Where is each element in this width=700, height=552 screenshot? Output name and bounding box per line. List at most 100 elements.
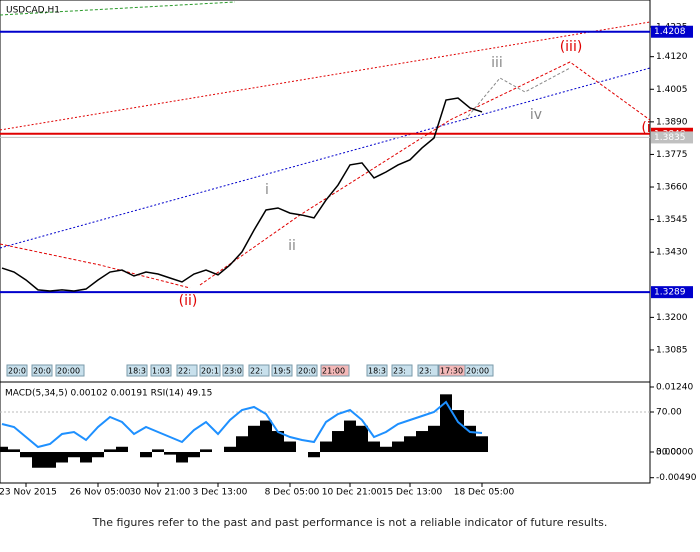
- trend-line: [0, 1, 236, 16]
- session-box: [126, 364, 148, 377]
- session-box: [248, 364, 270, 377]
- chart-title: USDCAD,H1: [6, 6, 60, 16]
- session-box: [320, 364, 350, 377]
- macd-bar: [188, 452, 200, 458]
- level-box: [651, 25, 693, 38]
- session-box: [366, 364, 388, 377]
- level-box: [651, 286, 693, 299]
- price-line: [1, 97, 483, 292]
- session-label: 1:03: [152, 367, 170, 376]
- session-box: [464, 364, 494, 377]
- macd-bar: [272, 431, 284, 453]
- y-tick-label: 1.3660: [656, 183, 688, 193]
- macd-bar: [476, 436, 488, 453]
- wave-line: [464, 67, 571, 121]
- session-box: [271, 364, 293, 377]
- session-box: [199, 364, 221, 377]
- session-label: 20:0: [8, 367, 26, 376]
- macd-bar: [92, 452, 104, 458]
- session-box: [222, 364, 244, 377]
- session-label: 17:30: [440, 367, 463, 376]
- disclaimer: The figures refer to the past and past p…: [92, 516, 608, 529]
- macd-bar: [224, 446, 236, 453]
- macd-bar: [116, 446, 128, 453]
- wave-label: iii: [491, 55, 503, 71]
- session-label: 21:00: [322, 367, 345, 376]
- indicator-title: MACD(5,34,5) 0.00102 0.00191 RSI(14) 49.…: [5, 389, 212, 399]
- session-box: [417, 364, 439, 377]
- macd-bar: [68, 452, 80, 458]
- macd-bar: [56, 452, 68, 463]
- macd-bar: [452, 410, 464, 453]
- session-label: 20:0: [298, 367, 316, 376]
- level-label: 1.3289: [654, 288, 686, 298]
- x-tick-label: 23 Nov 2015: [0, 488, 57, 498]
- macd-bar: [20, 452, 32, 458]
- macd-bar: [8, 449, 20, 453]
- wave-label: (ii): [179, 293, 198, 309]
- macd-bar: [380, 446, 392, 453]
- wave-label: (i: [641, 120, 650, 136]
- session-box: [55, 364, 85, 377]
- macd-bar: [44, 452, 56, 468]
- y2-tick-label: 70.00: [656, 408, 682, 418]
- macd-bar: [260, 420, 272, 453]
- session-label: 23:0: [224, 367, 242, 376]
- macd-bar: [32, 452, 44, 468]
- session-label: 20:1: [201, 367, 219, 376]
- macd-bar: [104, 449, 116, 453]
- macd-bar: [416, 431, 428, 453]
- session-label: 22:: [178, 367, 191, 376]
- session-label: 19:5: [273, 367, 291, 376]
- session-box: [391, 364, 413, 377]
- wave-label: i: [265, 182, 269, 198]
- y-tick-label: -0.00490: [656, 473, 697, 483]
- session-box: [31, 364, 53, 377]
- macd-bar: [344, 420, 356, 453]
- macd-bar: [368, 441, 380, 453]
- x-tick-label: 15 Dec 13:00: [382, 488, 443, 498]
- macd-bar: [200, 449, 212, 453]
- macd-bar: [284, 441, 296, 453]
- wave-line: [199, 61, 651, 286]
- macd-bar: [80, 452, 92, 463]
- rsi-line: [1, 400, 483, 449]
- x-tick-label: 10 Dec 21:00: [322, 488, 383, 498]
- macd-bar: [356, 425, 368, 453]
- y-tick-label: 1.4120: [656, 52, 688, 62]
- x-tick-label: 30 Nov 21:00: [130, 488, 191, 498]
- y-tick-label: 1.3430: [656, 248, 688, 258]
- y2-tick-label: 30.00: [656, 448, 682, 458]
- macd-bar: [308, 452, 320, 458]
- y-tick-label: 0.00000: [656, 448, 693, 458]
- level-label: 1.4208: [654, 27, 686, 37]
- x-tick-label: 3 Dec 13:00: [193, 488, 248, 498]
- wave-label: iv: [530, 107, 542, 123]
- macd-bar: [392, 441, 404, 453]
- macd-bar: [176, 452, 188, 463]
- level-box: [651, 131, 693, 144]
- session-label: 23:: [393, 367, 406, 376]
- y-tick-label: 1.3545: [656, 215, 688, 225]
- macd-bar: [152, 449, 164, 453]
- session-label: 23:: [419, 367, 432, 376]
- chart: USDCAD,H1 MACD(5,34,5) 0.00102 0.00191 R…: [0, 0, 697, 498]
- y-tick-label: 0.01240: [656, 382, 693, 392]
- macd-bar: [236, 436, 248, 453]
- wave-label: (iii): [560, 39, 583, 55]
- y-tick-label: 1.3890: [656, 117, 688, 127]
- session-label: 20:00: [57, 367, 80, 376]
- plot-frame: [0, 0, 651, 484]
- trend-line: [0, 67, 651, 249]
- session-label: 20:00: [466, 367, 489, 376]
- y-tick-label: 1.3775: [656, 150, 688, 160]
- session-box: [176, 364, 198, 377]
- macd-bar: [428, 425, 440, 453]
- trend-line: [0, 21, 651, 131]
- macd-bar: [140, 452, 152, 458]
- macd-bar: [0, 446, 8, 453]
- session-label: 22:: [250, 367, 263, 376]
- wave-label: ii: [288, 238, 296, 254]
- x-tick-label: 8 Dec 05:00: [265, 488, 320, 498]
